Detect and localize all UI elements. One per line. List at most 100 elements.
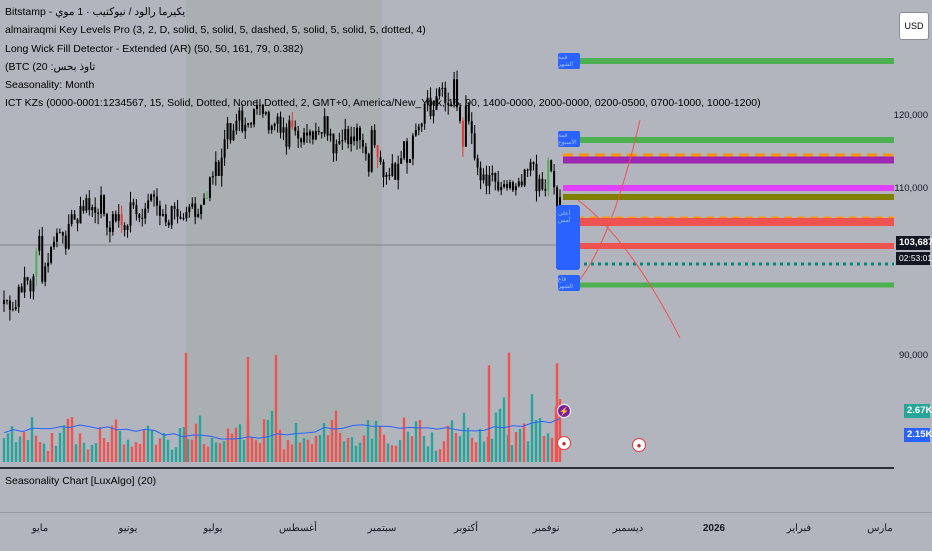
candle-body bbox=[241, 110, 244, 132]
candle-body bbox=[73, 214, 76, 220]
legend-indicator-seasonality[interactable]: Seasonality: Month bbox=[5, 79, 95, 92]
candle-body bbox=[473, 133, 476, 159]
pane2-indicator-label[interactable]: Seasonality Chart [LuxAlgo] (20) bbox=[5, 475, 157, 487]
candle-body bbox=[385, 174, 388, 177]
candle-body bbox=[317, 130, 320, 133]
candle-body bbox=[129, 202, 132, 226]
volume-bar bbox=[494, 412, 498, 462]
legend-indicator-volume[interactable]: (BTC (20 :تاوذ بحس bbox=[5, 60, 96, 73]
candle-body bbox=[258, 104, 261, 106]
candle-body bbox=[476, 158, 479, 168]
volume-bar bbox=[198, 415, 202, 462]
lightning-event-icon[interactable]: ⚡ bbox=[557, 404, 571, 418]
candle-body bbox=[417, 126, 420, 131]
candle-body bbox=[32, 276, 35, 292]
candle-body bbox=[541, 178, 544, 190]
candle-body bbox=[235, 120, 238, 131]
candle-body bbox=[370, 129, 373, 172]
volume-bar bbox=[106, 442, 110, 462]
us-flag-event-icon[interactable]: ● bbox=[557, 436, 571, 450]
candle-body bbox=[453, 79, 456, 105]
volume-bar bbox=[278, 429, 282, 462]
candle-body bbox=[414, 130, 417, 136]
candle-body bbox=[85, 198, 88, 211]
candle-body bbox=[494, 172, 497, 182]
candle-body bbox=[29, 280, 32, 292]
candle-body bbox=[253, 108, 256, 125]
main-chart-pane[interactable] bbox=[0, 0, 894, 468]
candle-body bbox=[150, 194, 153, 201]
candle-body bbox=[3, 300, 5, 305]
key-level-label[interactable]: قمة الأسبوع bbox=[558, 131, 580, 147]
legend-symbol[interactable]: Bitstamp - يكيرما رالود / نيوكتيب · 1 مو… bbox=[5, 6, 186, 18]
volume-bar bbox=[414, 421, 418, 462]
candle-body bbox=[58, 232, 61, 234]
volume-bar bbox=[338, 432, 342, 462]
candle-body bbox=[429, 97, 432, 117]
volume-tag: 2.67K bbox=[904, 404, 932, 418]
candle-body bbox=[105, 214, 108, 228]
volume-bar bbox=[394, 445, 398, 462]
candle-body bbox=[500, 187, 503, 191]
key-level-label[interactable]: قمة الشهر bbox=[558, 53, 580, 69]
volume-bar bbox=[150, 429, 154, 462]
session-bg bbox=[186, 0, 382, 462]
volume-bar bbox=[134, 442, 138, 462]
candle-body bbox=[120, 214, 123, 226]
volume-bar bbox=[402, 417, 406, 462]
volume-bar bbox=[474, 442, 478, 462]
volume-bar bbox=[294, 422, 298, 462]
candle-body bbox=[444, 87, 447, 104]
volume-bar bbox=[118, 431, 122, 462]
volume-bar bbox=[10, 426, 14, 462]
candle-body bbox=[338, 141, 341, 145]
price-axis[interactable]: 120,000 110,000 90,000 bbox=[894, 0, 932, 468]
key-level-label[interactable]: قاع الشهر bbox=[558, 275, 580, 291]
pane-separator[interactable] bbox=[0, 467, 894, 469]
volume-bar bbox=[466, 427, 470, 462]
candle-body bbox=[535, 163, 538, 192]
volume-bar bbox=[238, 424, 242, 462]
volume-bar bbox=[298, 442, 302, 462]
volume-bar bbox=[454, 433, 458, 462]
candle-body bbox=[50, 247, 53, 263]
candle-body bbox=[382, 162, 385, 177]
volume-bar bbox=[334, 410, 338, 462]
time-tick: ديسمبر bbox=[612, 523, 644, 534]
legend-indicator-ict-kzs[interactable]: ICT KZs (0000-0001:1234567, 15, Solid, D… bbox=[5, 97, 761, 110]
candle-body bbox=[511, 182, 514, 191]
time-axis[interactable]: مايو يونيو يوليو أغسطس سبتمبر أكتوبر نوف… bbox=[0, 512, 932, 551]
legend-indicator-long-wick[interactable]: Long Wick Fill Detector - Extended (AR) … bbox=[5, 42, 304, 55]
candle-body bbox=[438, 88, 441, 97]
key-level-label[interactable]: أعلى أمس bbox=[558, 209, 580, 225]
volume-bar bbox=[538, 418, 542, 462]
candle-body bbox=[485, 174, 488, 187]
us-flag-event-icon[interactable]: ● bbox=[632, 438, 646, 452]
volume-bar bbox=[154, 444, 158, 462]
volume-bar bbox=[26, 440, 30, 462]
candle-body bbox=[320, 132, 323, 134]
candle-body bbox=[285, 127, 288, 147]
volume-bar bbox=[246, 357, 250, 462]
candle-body bbox=[373, 129, 376, 146]
volume-bar bbox=[346, 437, 350, 462]
volume-bar bbox=[206, 446, 210, 462]
candle-body bbox=[326, 116, 329, 136]
candle-body bbox=[267, 112, 270, 131]
candle-body bbox=[311, 131, 314, 140]
volume-bar bbox=[174, 447, 178, 462]
candle-body bbox=[526, 169, 529, 171]
volume-bar bbox=[478, 429, 482, 462]
candle-body bbox=[314, 130, 317, 140]
volume-bar bbox=[18, 436, 22, 462]
volume-bar bbox=[2, 438, 6, 462]
chart-canvas[interactable] bbox=[0, 0, 894, 468]
candle-body bbox=[185, 211, 188, 219]
volume-bar bbox=[66, 418, 70, 462]
countdown-tag: 02:53:01 bbox=[896, 252, 932, 265]
volume-bar bbox=[266, 419, 270, 462]
candle-body bbox=[556, 187, 559, 209]
currency-button[interactable]: USD bbox=[899, 12, 929, 40]
legend-indicator-key-levels[interactable]: almairaqmi Key Levels Pro (3, 2, D, soli… bbox=[5, 24, 426, 37]
volume-bar bbox=[74, 444, 78, 462]
